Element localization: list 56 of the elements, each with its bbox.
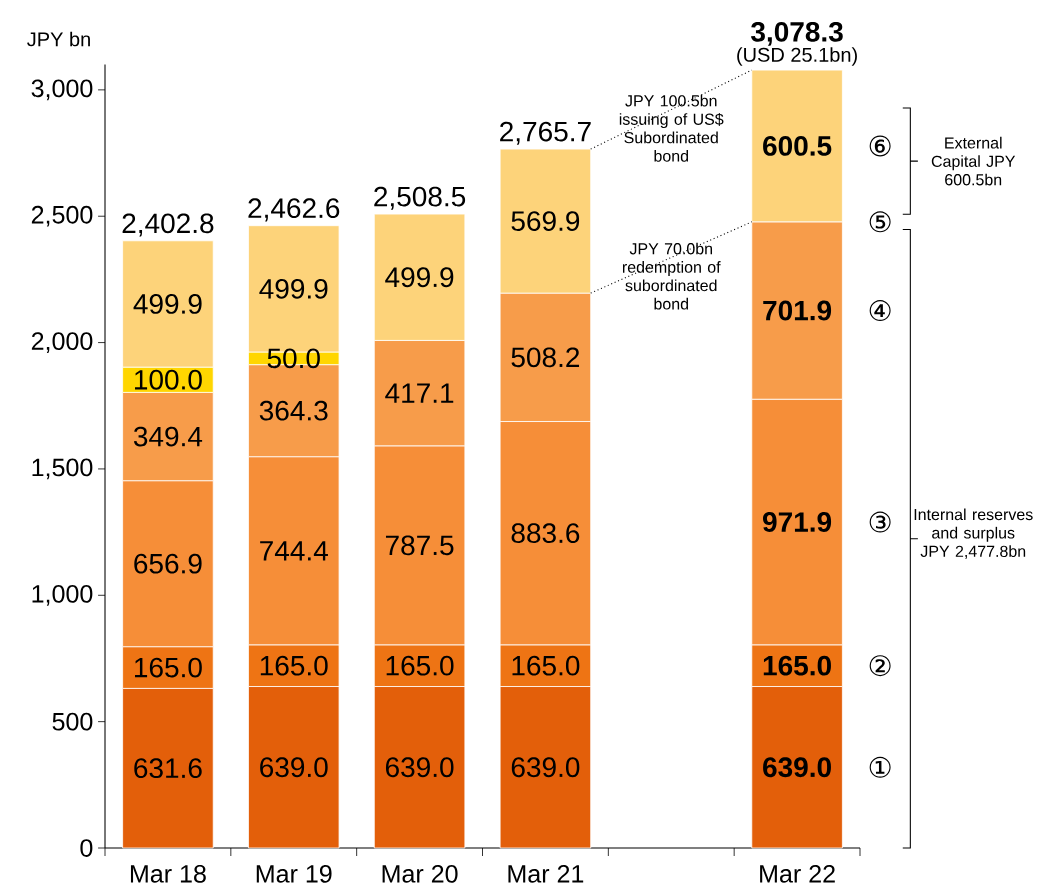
data-label: 639.0 [385,757,454,778]
data-label: 600.5 [763,136,832,156]
data-label: 883.6 [511,523,580,544]
text: ② [869,655,891,677]
total-label: 2,765.7 [500,121,591,145]
text: External Capital JPY 600.5bn [931,136,1016,186]
data-label: 417.1 [385,383,454,403]
y-tick-label: 3,000 [31,79,93,101]
data-label: 499.9 [385,267,454,288]
text: ④ [869,300,891,321]
data-label: 971.9 [763,512,832,532]
text: ① [869,756,891,778]
text: ⑤ [869,211,891,233]
y-tick-label: 2,000 [31,332,93,353]
annotation: JPY 70.0bn redemption of subordinated bond [622,242,721,310]
y-tick-label: 500 [52,712,93,731]
data-label: 50.0 [267,348,320,369]
total-label: 2,462.6 [248,198,340,222]
data-label: 165.0 [260,655,328,676]
data-label: 165.0 [763,655,831,676]
text: ③ [869,511,891,533]
data-label: 701.9 [763,300,832,321]
total-label: 3,078.3 [751,21,843,46]
data-label: 744.4 [260,541,328,561]
data-label: 165.0 [386,655,454,676]
y-tick-label: 1,500 [32,458,93,480]
x-tick-label: Mar 18 [130,864,206,883]
y-axis-title: JPY bn [27,31,90,47]
x-tick-label: Mar 19 [256,864,332,883]
total-label: 2,508.5 [374,186,466,210]
data-label: 165.0 [135,657,202,678]
total-label: 2,402.8 [122,213,214,237]
data-label: 569.9 [511,211,580,231]
y-tick-label: 1,000 [32,584,93,606]
y-tick-label: 2,500 [31,205,93,227]
data-label: 631.6 [134,758,202,779]
text: Internal reserves and surplus JPY 2,477.8bn [914,508,1033,559]
x-tick-label: Mar 20 [382,864,458,883]
data-label: 349.4 [133,426,203,447]
data-label: 508.2 [511,347,580,368]
data-label: 499.9 [259,278,328,299]
y-tick-label: 0 [80,839,93,857]
data-label: 639.0 [260,757,328,778]
data-label: 639.0 [763,757,831,778]
x-tick-label: Mar 22 [760,864,835,883]
data-label: 165.0 [512,655,580,676]
data-label: 656.9 [134,553,202,574]
data-label: 499.9 [133,294,202,314]
annotation: JPY 100.5bn issuing of US$ Subordinated bond [619,94,724,162]
data-label: 364.3 [259,400,328,421]
annotation: (USD 25.1bn) [737,47,857,66]
data-label: 787.5 [385,535,454,556]
x-tick-label: Mar 21 [508,864,584,883]
data-label: 100.0 [135,369,202,390]
data-label: 639.0 [511,757,580,778]
text: ⑥ [869,135,891,157]
